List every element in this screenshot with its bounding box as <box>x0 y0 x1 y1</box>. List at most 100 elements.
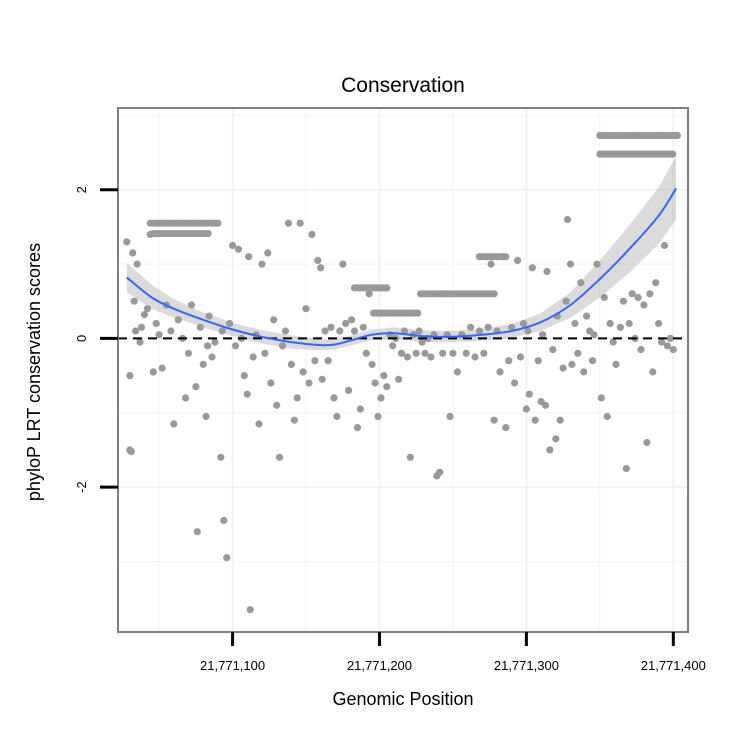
data-point <box>603 412 611 421</box>
data-point <box>204 230 212 238</box>
data-point <box>140 311 148 319</box>
data-point <box>377 394 385 402</box>
data-point <box>510 379 519 387</box>
data-point <box>669 150 677 158</box>
data-point <box>516 353 525 361</box>
data-point <box>299 368 307 376</box>
x-tick-label: 21,771,300 <box>494 658 559 673</box>
data-point <box>284 219 292 227</box>
data-point <box>669 346 677 354</box>
data-point <box>223 554 231 562</box>
data-point <box>202 412 210 421</box>
x-tick-label: 21,771,200 <box>347 658 412 673</box>
data-point <box>339 260 347 268</box>
data-point <box>317 264 325 272</box>
data-point <box>208 353 216 361</box>
data-point <box>397 349 406 357</box>
data-point <box>649 368 657 376</box>
data-point <box>240 372 248 380</box>
data-point <box>552 435 560 443</box>
data-point <box>597 394 605 402</box>
data-point <box>475 327 483 335</box>
data-point <box>273 401 281 409</box>
data-point <box>480 349 488 357</box>
data-point <box>336 327 344 335</box>
data-point <box>490 416 498 424</box>
data-point <box>634 293 642 302</box>
data-point <box>646 290 654 298</box>
data-point <box>637 346 645 354</box>
data-point <box>571 319 579 328</box>
data-point <box>652 279 660 287</box>
data-point <box>353 424 362 432</box>
data-point <box>187 301 196 309</box>
smooth-trend-line <box>126 187 678 347</box>
data-point <box>287 360 295 368</box>
data-point <box>453 368 461 376</box>
data-point <box>600 293 608 302</box>
data-point <box>606 319 614 328</box>
data-point <box>293 394 301 402</box>
data-point <box>321 327 329 335</box>
data-point <box>414 309 422 317</box>
data-point <box>330 394 338 402</box>
data-point <box>619 297 628 305</box>
data-point <box>640 301 648 309</box>
x-axis-title: Genomic Position <box>332 689 473 709</box>
data-point <box>211 338 219 346</box>
data-point <box>546 446 554 454</box>
data-point <box>218 327 226 335</box>
data-point <box>359 323 367 331</box>
data-point <box>267 379 275 387</box>
data-point <box>249 353 257 361</box>
data-point <box>522 405 531 413</box>
data-point <box>127 447 135 455</box>
data-point <box>496 368 504 376</box>
data-point <box>380 372 388 380</box>
data-point <box>519 319 528 328</box>
data-point <box>152 319 160 328</box>
data-point <box>311 357 319 365</box>
y-tick-label: 2 <box>74 186 89 193</box>
data-point <box>643 438 651 447</box>
data-point <box>374 412 382 421</box>
data-point <box>211 219 219 227</box>
data-point <box>539 331 547 339</box>
data-point <box>132 327 140 335</box>
data-point <box>182 394 190 402</box>
data-point <box>137 323 146 331</box>
scatter-points-layer <box>123 131 682 614</box>
data-point <box>281 327 290 335</box>
data-point <box>193 528 201 536</box>
data-point <box>345 386 353 394</box>
data-point <box>318 375 326 383</box>
data-point <box>126 372 134 380</box>
data-point <box>446 412 454 421</box>
data-point <box>556 416 564 424</box>
y-tick-label: 0 <box>74 335 89 342</box>
data-point <box>525 390 533 398</box>
data-point <box>362 349 370 357</box>
data-point <box>204 342 212 350</box>
data-point <box>563 215 572 224</box>
data-point <box>543 267 551 276</box>
x-axis: 21,771,100 21,771,200 21,771,300 21,771,400 <box>200 632 706 673</box>
data-point <box>123 238 131 246</box>
data-point <box>462 349 470 357</box>
data-point <box>333 412 341 421</box>
data-point <box>264 249 272 257</box>
data-point <box>590 331 598 339</box>
data-point <box>403 353 411 361</box>
data-point <box>574 349 582 357</box>
x-tick-label: 21,771,100 <box>200 658 265 673</box>
data-point <box>559 364 567 372</box>
data-point <box>324 357 332 365</box>
data-point <box>383 284 391 292</box>
data-point <box>580 368 588 376</box>
data-point <box>129 249 137 257</box>
data-point <box>436 468 444 476</box>
data-point <box>246 606 254 614</box>
data-point <box>524 327 532 335</box>
data-point <box>412 349 420 357</box>
data-point <box>421 349 429 357</box>
